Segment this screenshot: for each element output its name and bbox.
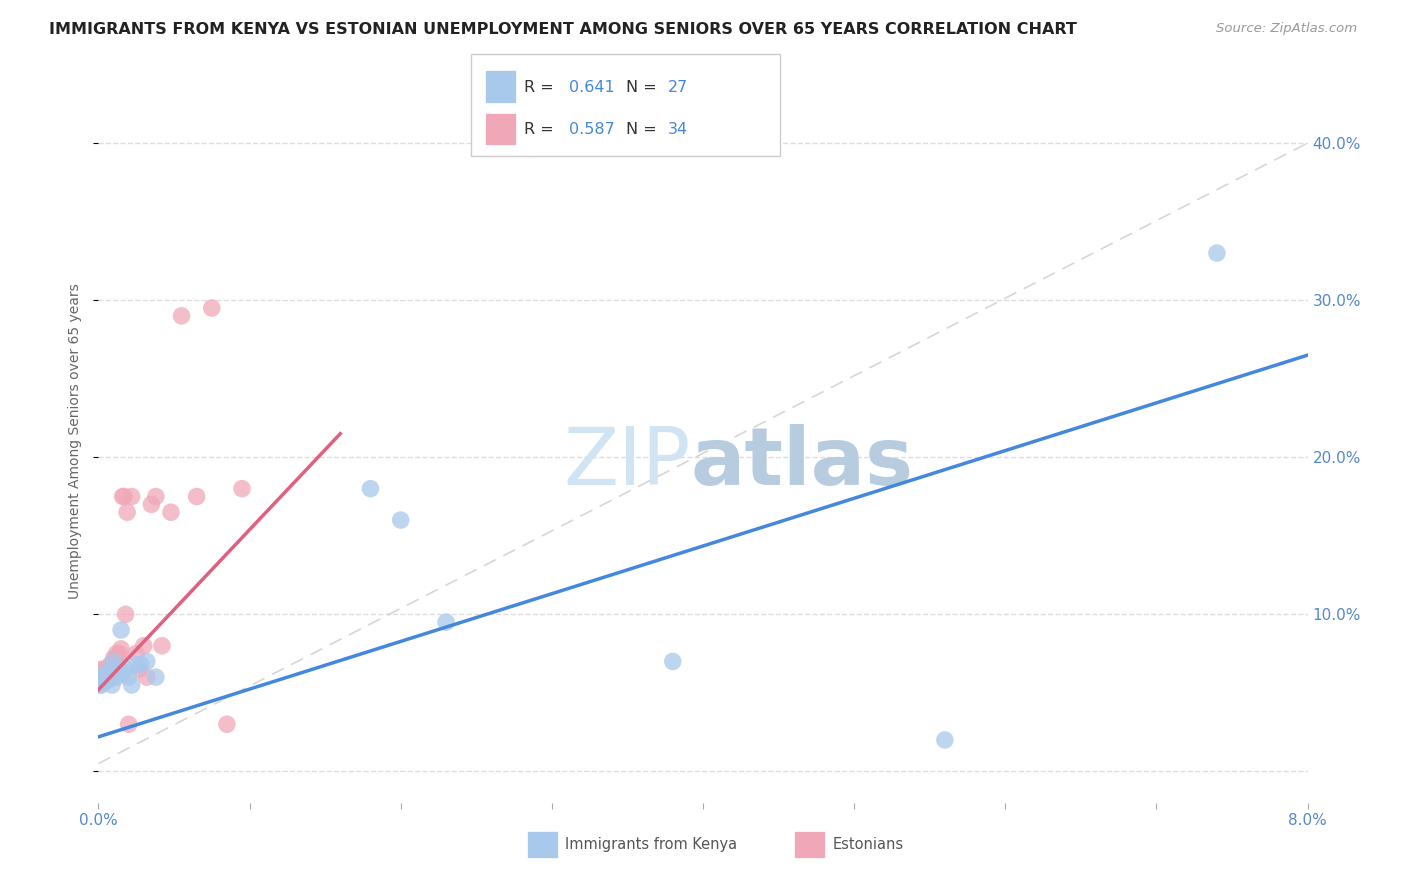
Point bbox=[360, 482, 382, 496]
Point bbox=[90, 678, 112, 692]
Point bbox=[118, 670, 141, 684]
Point bbox=[135, 670, 157, 684]
Point bbox=[104, 655, 127, 669]
Text: 0.641: 0.641 bbox=[569, 80, 616, 95]
Point bbox=[91, 673, 114, 688]
Text: 0.587: 0.587 bbox=[569, 122, 616, 136]
Point bbox=[141, 497, 163, 511]
Point bbox=[96, 673, 118, 688]
Point bbox=[107, 662, 129, 676]
Text: N =: N = bbox=[626, 80, 662, 95]
Point bbox=[107, 649, 129, 664]
Point bbox=[112, 490, 135, 504]
Point bbox=[111, 490, 134, 504]
Point bbox=[105, 647, 128, 661]
Point bbox=[170, 309, 193, 323]
Point bbox=[125, 647, 148, 661]
Point bbox=[100, 670, 122, 684]
Point bbox=[94, 667, 117, 681]
Point bbox=[129, 657, 152, 672]
Text: N =: N = bbox=[626, 122, 662, 136]
Point bbox=[231, 482, 253, 496]
Point bbox=[91, 670, 114, 684]
Point bbox=[1206, 246, 1229, 260]
Point bbox=[121, 490, 143, 504]
Point bbox=[145, 490, 167, 504]
Point bbox=[94, 667, 117, 681]
Point bbox=[186, 490, 208, 504]
Text: IMMIGRANTS FROM KENYA VS ESTONIAN UNEMPLOYMENT AMONG SENIORS OVER 65 YEARS CORRE: IMMIGRANTS FROM KENYA VS ESTONIAN UNEMPL… bbox=[49, 22, 1077, 37]
Point bbox=[110, 623, 132, 637]
Point bbox=[934, 733, 956, 747]
Point bbox=[101, 670, 124, 684]
Point bbox=[93, 670, 115, 684]
Point bbox=[132, 639, 155, 653]
Point bbox=[98, 662, 121, 676]
Point bbox=[201, 301, 224, 315]
Point bbox=[103, 655, 125, 669]
Point bbox=[150, 639, 173, 653]
Point bbox=[118, 717, 141, 731]
Point bbox=[215, 717, 238, 731]
Point bbox=[108, 647, 131, 661]
Text: ZIP: ZIP bbox=[564, 425, 690, 502]
Point bbox=[105, 670, 128, 684]
Point bbox=[93, 662, 115, 676]
Text: 27: 27 bbox=[668, 80, 688, 95]
Point bbox=[108, 662, 131, 676]
Point bbox=[128, 662, 150, 676]
Point bbox=[96, 673, 118, 688]
Text: R =: R = bbox=[524, 80, 560, 95]
Point bbox=[389, 513, 412, 527]
Point bbox=[145, 670, 167, 684]
Point bbox=[434, 615, 457, 630]
Text: 34: 34 bbox=[668, 122, 688, 136]
Point bbox=[121, 678, 143, 692]
Y-axis label: Unemployment Among Seniors over 65 years: Unemployment Among Seniors over 65 years bbox=[69, 284, 83, 599]
Point bbox=[114, 607, 136, 622]
Text: R =: R = bbox=[524, 122, 560, 136]
Point bbox=[114, 662, 136, 676]
Text: Estonians: Estonians bbox=[832, 838, 904, 852]
Point bbox=[100, 657, 122, 672]
Text: Immigrants from Kenya: Immigrants from Kenya bbox=[565, 838, 737, 852]
Text: atlas: atlas bbox=[690, 425, 914, 502]
Point bbox=[135, 655, 157, 669]
Point bbox=[98, 662, 121, 676]
Point bbox=[111, 667, 134, 681]
Point bbox=[160, 505, 183, 519]
Point bbox=[90, 662, 112, 676]
Point bbox=[661, 655, 683, 669]
Point bbox=[110, 641, 132, 656]
Point bbox=[103, 651, 125, 665]
Point bbox=[89, 678, 111, 692]
Text: Source: ZipAtlas.com: Source: ZipAtlas.com bbox=[1216, 22, 1357, 36]
Point bbox=[115, 505, 138, 519]
Point bbox=[125, 657, 148, 672]
Point bbox=[101, 678, 124, 692]
